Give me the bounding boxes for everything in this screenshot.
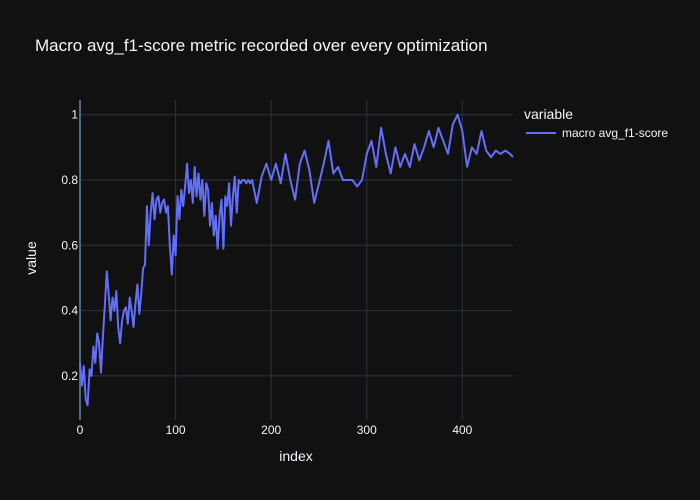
x-tick-label: 100	[166, 423, 186, 437]
y-tick-label: 0.8	[61, 173, 78, 187]
chart-title: Macro avg_f1-score metric recorded over …	[35, 36, 488, 55]
x-tick-label: 300	[357, 423, 377, 437]
legend: variable macro avg_f1-score	[524, 106, 668, 140]
x-axis-ticks: 0 100 200 300 400	[77, 423, 473, 437]
y-tick-label: 1	[71, 108, 78, 122]
y-axis-title: value	[23, 241, 39, 275]
y-tick-label: 0.6	[61, 238, 78, 252]
y-tick-label: 0.4	[61, 304, 78, 318]
x-tick-label: 400	[452, 423, 472, 437]
y-axis-ticks: 0.2 0.4 0.6 0.8 1	[61, 108, 78, 383]
x-axis-title: index	[279, 448, 312, 464]
x-tick-label: 0	[77, 423, 84, 437]
legend-item-macro-avg-f1-score[interactable]: macro avg_f1-score	[562, 126, 668, 140]
series-layer	[79, 113, 514, 407]
legend-title: variable	[524, 106, 573, 122]
x-tick-label: 200	[261, 423, 281, 437]
series-line-macro-avg-f1-score	[79, 113, 514, 407]
y-tick-label: 0.2	[61, 369, 78, 383]
